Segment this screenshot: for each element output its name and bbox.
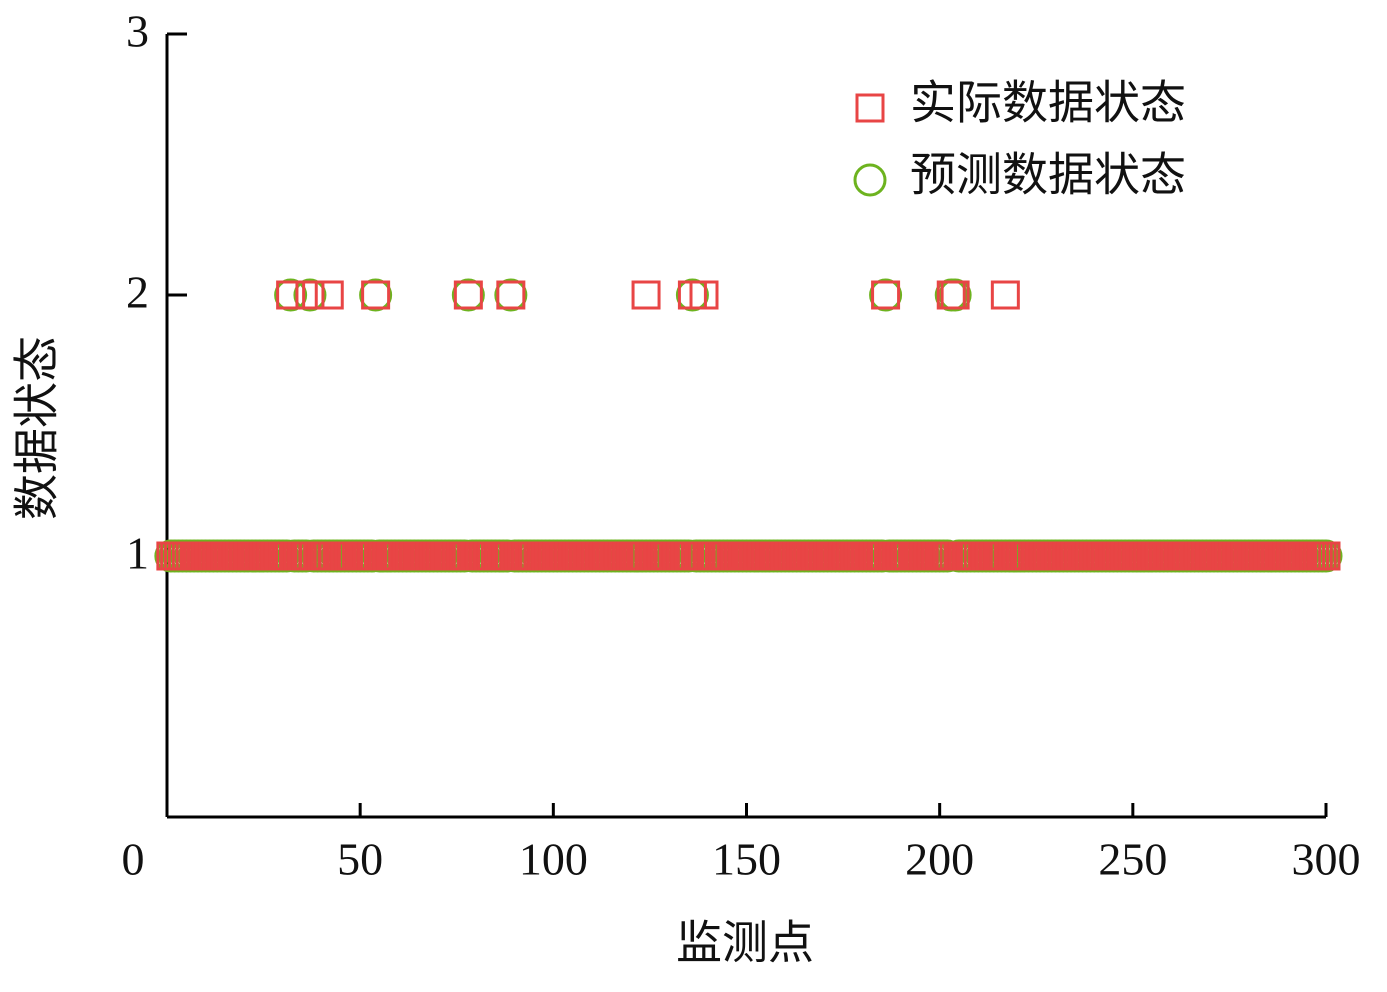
x-tick-label: 200 <box>905 834 974 885</box>
point <box>361 280 391 310</box>
point <box>314 280 344 310</box>
point <box>359 278 393 312</box>
x-tick-label: 300 <box>1292 834 1361 885</box>
y-tick-label: 2 <box>126 267 149 318</box>
point <box>1311 541 1341 571</box>
point <box>938 278 972 312</box>
point <box>451 278 485 312</box>
point <box>494 278 528 312</box>
x-tick-label: 100 <box>519 834 588 885</box>
x-tick-label: 250 <box>1098 834 1167 885</box>
point <box>689 280 719 310</box>
legend-label: 预测数据状态 <box>910 150 1186 201</box>
point <box>675 278 709 312</box>
point <box>496 280 526 310</box>
point <box>276 280 306 310</box>
point <box>869 278 903 312</box>
point <box>453 280 483 310</box>
legend-label: 实际数据状态 <box>910 78 1186 129</box>
x-tick-label: 150 <box>712 834 781 885</box>
point <box>871 280 901 310</box>
legend-marker <box>855 93 885 123</box>
point <box>295 280 325 310</box>
x-tick-label: 0 <box>122 834 145 885</box>
legend-marker <box>853 163 887 197</box>
point <box>293 278 327 312</box>
point <box>631 280 661 310</box>
point <box>274 278 308 312</box>
x-tick-label: 50 <box>337 834 383 885</box>
point <box>940 280 970 310</box>
y-tick-label: 1 <box>126 528 149 579</box>
y-axis-label: 数据状态 <box>12 336 63 520</box>
x-axis-label: 监测点 <box>676 918 814 969</box>
y-tick-label: 3 <box>126 6 149 57</box>
point <box>990 280 1020 310</box>
